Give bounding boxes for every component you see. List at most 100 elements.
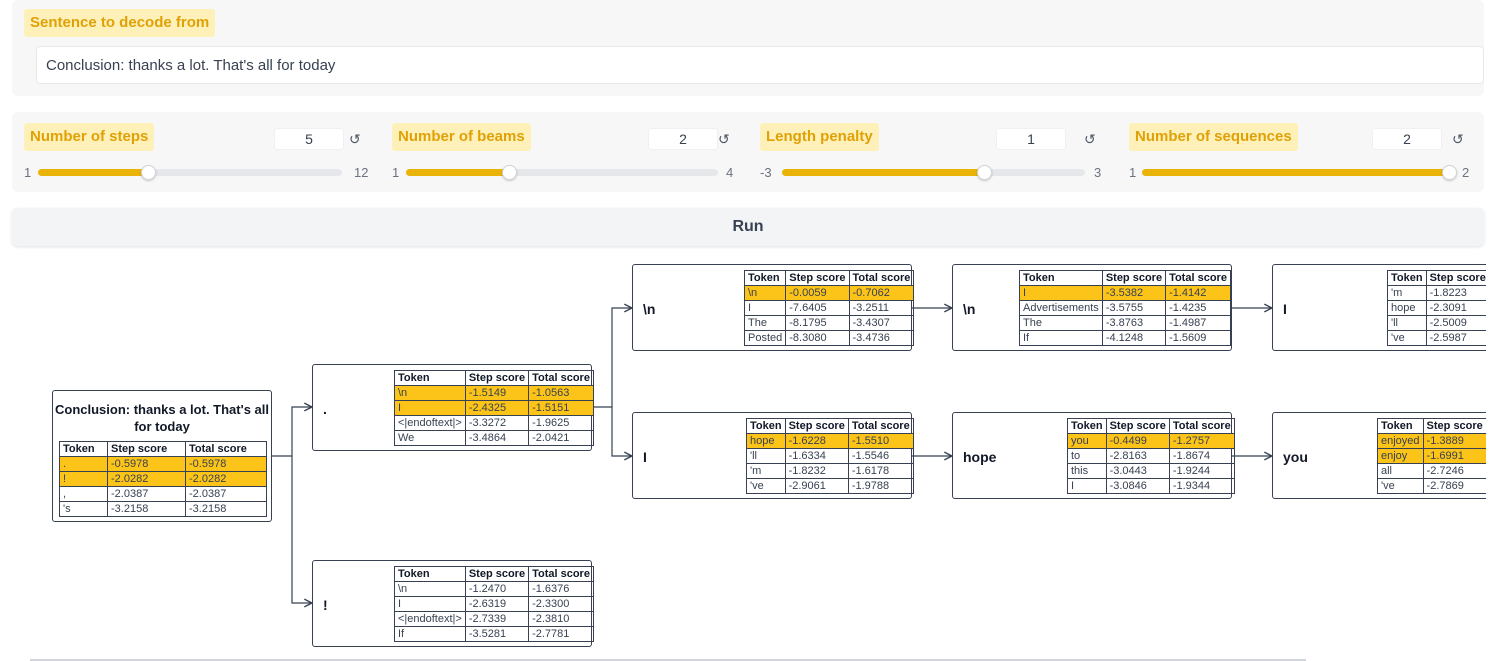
reset-icon[interactable]: ↺ (1084, 131, 1096, 147)
slider-track[interactable] (782, 165, 1085, 180)
cell-token: We (394, 430, 466, 446)
score-table: Token Step score Total score \n -1.2470 -1.63… (394, 566, 594, 642)
cell-token: 'll (1387, 315, 1427, 331)
cell-token: 've (746, 478, 786, 494)
score-table: Token Step score Total score \n -0.0059 -0.70… (743, 270, 915, 346)
cell-total: -1.5151 (528, 400, 594, 416)
sentence-input[interactable]: Conclusion: thanks a lot. That's all for… (36, 46, 1484, 84)
table-row: If -3.5281 -2.7781 (394, 626, 594, 642)
slider-label: Number of beams (392, 123, 531, 151)
cell-step: -1.8232 (784, 463, 849, 479)
column-header: Total score (848, 270, 915, 286)
cell-total: -1.4142 (1165, 285, 1231, 301)
horizontal-scrollbar[interactable] (30, 659, 1306, 661)
cell-step: -3.5755 (1101, 300, 1167, 316)
steps-number-input[interactable]: 5 (274, 128, 344, 150)
slider-fill (38, 169, 149, 176)
column-header: Token (59, 441, 108, 457)
score-table: Token Step score Total score. -0.5978 -0.597… (59, 441, 267, 517)
node-token: I (643, 449, 647, 465)
table-row: hope -1.6228 -1.5510 (746, 433, 914, 449)
beam-node: \n Token Step score Total score I -3.5382 -1.… (952, 264, 1232, 351)
cell-token: ! (59, 471, 108, 487)
cell-total: -2.0387 (185, 486, 267, 502)
cell-step: -2.9061 (784, 478, 849, 494)
table-row: Advertisements -3.5755 -1.4235 (1019, 300, 1231, 316)
reset-icon[interactable]: ↺ (1452, 131, 1464, 147)
cell-step: -1.6334 (784, 448, 849, 464)
table-row: I -7.6405 -3.2511 (743, 300, 915, 316)
table-row: If -4.1248 -1.5609 (1019, 330, 1231, 346)
column-header: Token (1377, 418, 1424, 434)
cell-step: -2.5009 (1425, 315, 1486, 331)
slider-track[interactable] (1142, 165, 1457, 180)
cell-total: -2.3810 (528, 611, 594, 627)
cell-token: , (59, 486, 108, 502)
cell-step: -3.8763 (1101, 315, 1167, 331)
cell-step: -3.0846 (1105, 478, 1170, 494)
column-header: Token (394, 566, 466, 582)
slider-track[interactable] (38, 165, 342, 180)
slider-fill (782, 169, 985, 176)
table-row: this -3.0443 -1.9244 (1067, 463, 1235, 479)
beam-node: I Token Step score Total score hope -1.6228-… (632, 412, 914, 499)
table-row: Posted -8.3080 -3.4736 (743, 330, 915, 346)
beam-node: hope Token Step score Total score you -0.449… (952, 412, 1235, 499)
cell-token: If (1019, 330, 1103, 346)
table-row: The -3.8763 -1.4987 (1019, 315, 1231, 331)
table-header-row: Token Step score Total score (394, 566, 594, 582)
table-header-row: Token Step score (1387, 270, 1486, 286)
table-row: to -2.8163 -1.8674 (1067, 448, 1235, 464)
sequences-number-input[interactable]: 2 (1372, 128, 1442, 150)
table-row: \n -0.0059 -0.7062 (743, 285, 915, 301)
table-row: 've -2.7869 (1377, 478, 1486, 494)
cell-token: 've (1377, 478, 1424, 494)
beams-number-input[interactable]: 2 (648, 128, 718, 150)
table-row: . -0.5978 -0.5978 (59, 456, 267, 472)
reset-icon[interactable]: ↺ (718, 131, 730, 147)
slider-thumb[interactable] (141, 165, 157, 180)
table-row: I -3.5382 -1.4142 (1019, 285, 1231, 301)
cell-total: -1.9344 (1168, 478, 1235, 494)
column-header: Token (746, 418, 786, 434)
cell-total: -3.2511 (848, 300, 915, 316)
cell-token: you (1067, 433, 1107, 449)
slider-thumb[interactable] (976, 165, 992, 180)
cell-total: -1.6376 (528, 581, 594, 597)
sliders-panel: Number of steps 5 ↺ 1 12 Number of beams… (12, 112, 1484, 192)
cell-token: \n (743, 285, 787, 301)
cell-token: The (1019, 315, 1103, 331)
run-button[interactable]: Run (12, 208, 1484, 246)
column-header: Step score (1422, 418, 1486, 434)
table-row: We -3.4864 -2.0421 (394, 430, 594, 446)
cell-token: 'll (746, 448, 786, 464)
cell-token: I (394, 400, 466, 416)
edge (291, 456, 312, 603)
root-title: Conclusion: thanks a lot. That's all for… (54, 402, 269, 434)
table-header-row: Token Step score Total score (1067, 418, 1235, 434)
table-row: 've -2.9061 -1.9788 (746, 478, 914, 494)
slider-thumb[interactable] (502, 165, 518, 180)
beam-tree: Conclusion: thanks a lot. That's all for… (0, 250, 1486, 661)
table-row: all -2.7246 (1377, 463, 1486, 479)
range-min: -3 (760, 165, 772, 180)
cell-step: -0.0059 (785, 285, 850, 301)
table-row: \n -1.5149 -1.0563 (394, 385, 594, 401)
sentence-label: Sentence to decode from (24, 9, 216, 37)
slider-track[interactable] (406, 165, 718, 180)
edge (592, 308, 632, 408)
table-row: hope -2.3091 (1387, 300, 1486, 316)
cell-step: -3.5382 (1101, 285, 1167, 301)
slider-thumb[interactable] (1441, 165, 1457, 180)
table-row: I -3.0846 -1.9344 (1067, 478, 1235, 494)
cell-token: all (1377, 463, 1424, 479)
range-max: 12 (354, 165, 369, 180)
column-header: Token (394, 370, 466, 386)
reset-icon[interactable]: ↺ (349, 131, 361, 147)
column-header: Total score (528, 566, 594, 582)
tree-edges (272, 250, 1486, 661)
beam-node: you Token Step score enjoyed -1.3889 enjoy -1… (1272, 412, 1486, 499)
cell-step: -2.4325 (464, 400, 530, 416)
penalty-number-input[interactable]: 1 (996, 128, 1066, 150)
beam-node: \n Token Step score Total score \n -0.0059 -0… (632, 264, 915, 351)
